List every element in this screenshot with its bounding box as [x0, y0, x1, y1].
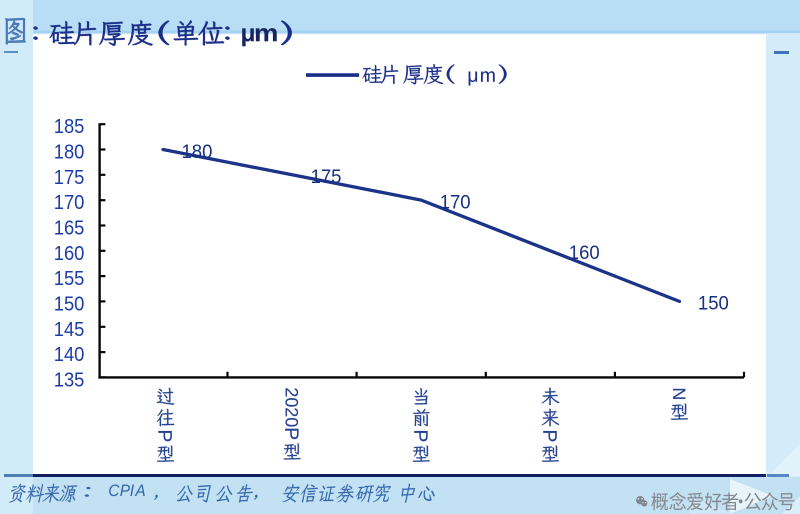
svg-text:155: 155 — [54, 268, 85, 290]
svg-text:180: 180 — [182, 141, 213, 163]
svg-text:170: 170 — [54, 193, 85, 215]
svg-text:170: 170 — [440, 192, 471, 214]
svg-text:160: 160 — [54, 243, 85, 265]
svg-text:135: 135 — [54, 370, 85, 392]
svg-text:185: 185 — [54, 117, 85, 139]
svg-text:160: 160 — [569, 243, 600, 265]
svg-text:165: 165 — [54, 218, 85, 240]
svg-text:140: 140 — [54, 344, 85, 366]
svg-text:150: 150 — [698, 293, 729, 315]
svg-text:175: 175 — [311, 167, 342, 189]
svg-text:180: 180 — [54, 142, 85, 164]
svg-text:150: 150 — [54, 294, 85, 316]
svg-text:175: 175 — [54, 167, 85, 189]
svg-text:145: 145 — [54, 319, 85, 341]
